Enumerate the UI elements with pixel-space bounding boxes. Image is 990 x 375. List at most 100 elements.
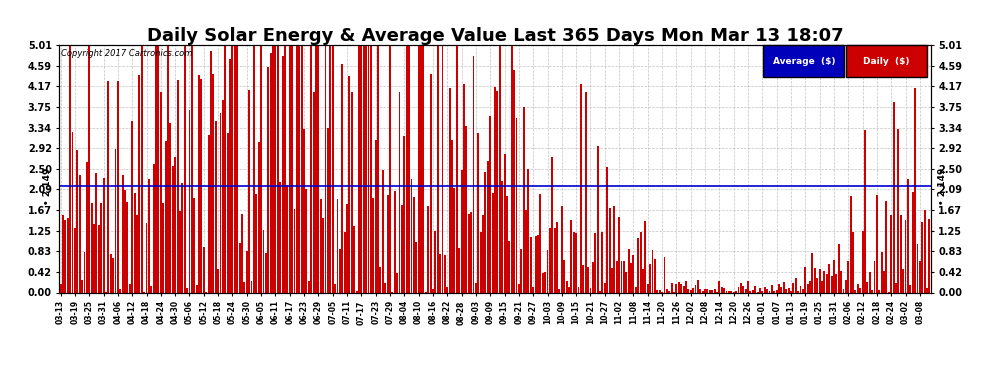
- Bar: [890, 216, 892, 292]
- Bar: [172, 166, 173, 292]
- Bar: [160, 92, 161, 292]
- Bar: [277, 46, 279, 292]
- Bar: [666, 290, 668, 292]
- FancyBboxPatch shape: [763, 45, 844, 77]
- Bar: [604, 283, 606, 292]
- Bar: [922, 222, 924, 292]
- Bar: [506, 196, 508, 292]
- Bar: [885, 201, 887, 292]
- Bar: [384, 284, 386, 292]
- Bar: [379, 267, 381, 292]
- Bar: [597, 146, 599, 292]
- Bar: [521, 249, 522, 292]
- Bar: [587, 267, 589, 292]
- Bar: [362, 45, 364, 292]
- Bar: [668, 291, 670, 292]
- Bar: [833, 260, 835, 292]
- Bar: [253, 45, 254, 292]
- Bar: [95, 172, 97, 292]
- Bar: [458, 249, 460, 292]
- Title: Daily Solar Energy & Average Value Last 365 Days Mon Mar 13 18:07: Daily Solar Energy & Average Value Last …: [147, 27, 843, 45]
- Bar: [893, 102, 895, 292]
- Bar: [809, 281, 811, 292]
- Bar: [535, 236, 537, 292]
- Bar: [788, 288, 790, 292]
- Bar: [440, 254, 442, 292]
- Bar: [582, 265, 584, 292]
- Bar: [74, 228, 76, 292]
- Bar: [509, 241, 510, 292]
- Bar: [866, 282, 868, 292]
- Bar: [217, 269, 219, 292]
- Bar: [262, 230, 264, 292]
- Bar: [227, 133, 229, 292]
- Bar: [792, 284, 794, 292]
- Bar: [785, 289, 787, 292]
- Bar: [749, 291, 751, 292]
- Bar: [164, 141, 166, 292]
- Bar: [910, 285, 911, 292]
- Bar: [525, 210, 527, 292]
- Bar: [124, 190, 126, 292]
- Bar: [169, 123, 171, 292]
- Bar: [504, 154, 506, 292]
- Bar: [225, 45, 227, 292]
- Bar: [62, 215, 64, 292]
- Bar: [599, 291, 601, 292]
- Bar: [377, 45, 379, 292]
- Bar: [618, 217, 620, 292]
- Bar: [389, 45, 391, 292]
- Bar: [814, 268, 816, 292]
- Bar: [754, 286, 756, 292]
- Bar: [83, 252, 85, 292]
- FancyBboxPatch shape: [846, 45, 927, 77]
- Bar: [141, 45, 143, 292]
- Text: • 2.149: • 2.149: [44, 168, 52, 205]
- Bar: [804, 267, 806, 292]
- Bar: [79, 175, 80, 292]
- Bar: [646, 284, 648, 292]
- Bar: [807, 284, 809, 292]
- Bar: [589, 288, 591, 292]
- Bar: [542, 273, 544, 292]
- Bar: [489, 116, 491, 292]
- Bar: [621, 261, 623, 292]
- Bar: [513, 70, 515, 292]
- Bar: [470, 212, 472, 292]
- Bar: [284, 45, 286, 292]
- Bar: [533, 287, 535, 292]
- Bar: [411, 179, 413, 292]
- Bar: [812, 253, 814, 292]
- Bar: [878, 290, 880, 292]
- Bar: [215, 121, 217, 292]
- Bar: [680, 284, 682, 292]
- Bar: [626, 273, 628, 292]
- Bar: [707, 290, 709, 292]
- Bar: [463, 84, 465, 292]
- Bar: [487, 161, 489, 292]
- Bar: [709, 290, 711, 292]
- Bar: [780, 286, 782, 292]
- Bar: [494, 87, 496, 292]
- Bar: [350, 92, 352, 292]
- Bar: [267, 66, 269, 292]
- Bar: [289, 45, 291, 292]
- Bar: [162, 203, 164, 292]
- Bar: [220, 113, 222, 292]
- Bar: [365, 45, 367, 292]
- Bar: [558, 289, 560, 292]
- Bar: [585, 92, 587, 292]
- Bar: [697, 280, 699, 292]
- Bar: [778, 284, 780, 292]
- Bar: [802, 289, 804, 292]
- Bar: [736, 291, 737, 292]
- Bar: [844, 280, 846, 292]
- Bar: [308, 281, 310, 292]
- Bar: [900, 215, 902, 292]
- Bar: [320, 199, 322, 292]
- Bar: [451, 140, 453, 292]
- Bar: [551, 157, 553, 292]
- Bar: [330, 45, 332, 292]
- Bar: [690, 290, 692, 292]
- Bar: [260, 45, 262, 292]
